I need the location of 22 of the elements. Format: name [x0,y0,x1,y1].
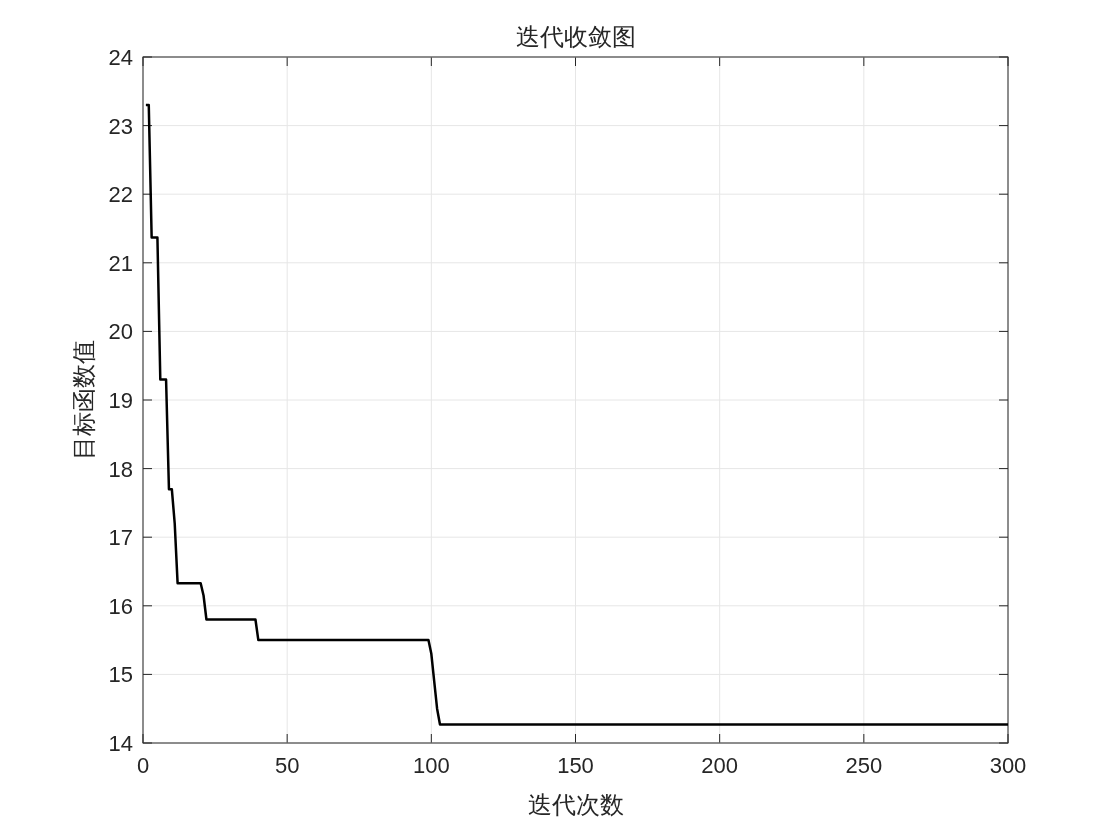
y-axis-title: 目标函数值 [71,340,97,460]
x-tick-label: 250 [845,753,883,778]
y-tick-label: 22 [108,182,133,208]
x-tick-label: 0 [136,753,150,778]
y-tick-label: 16 [108,593,133,619]
x-tick-label: 100 [412,753,450,778]
y-tick-label: 23 [108,113,133,139]
x-tick-label: 50 [274,753,300,778]
y-tick-label: 24 [108,45,133,70]
line-series [144,103,1010,726]
x-tick-label: 300 [989,753,1027,778]
x-tick-label: 200 [701,753,739,778]
x-axis-title: 迭代次数 [527,792,624,818]
y-tick-label: 18 [108,456,133,482]
y-tick-label: 20 [108,319,133,345]
y-tick-label: 19 [108,388,133,413]
chart-title: 迭代收敛图 [515,24,636,50]
y-tick-label: 21 [108,250,133,276]
y-tick-label: 15 [108,662,133,688]
x-tick-label: 150 [557,753,594,778]
y-tick-label: 14 [108,731,133,756]
y-tick-label: 17 [108,525,133,551]
